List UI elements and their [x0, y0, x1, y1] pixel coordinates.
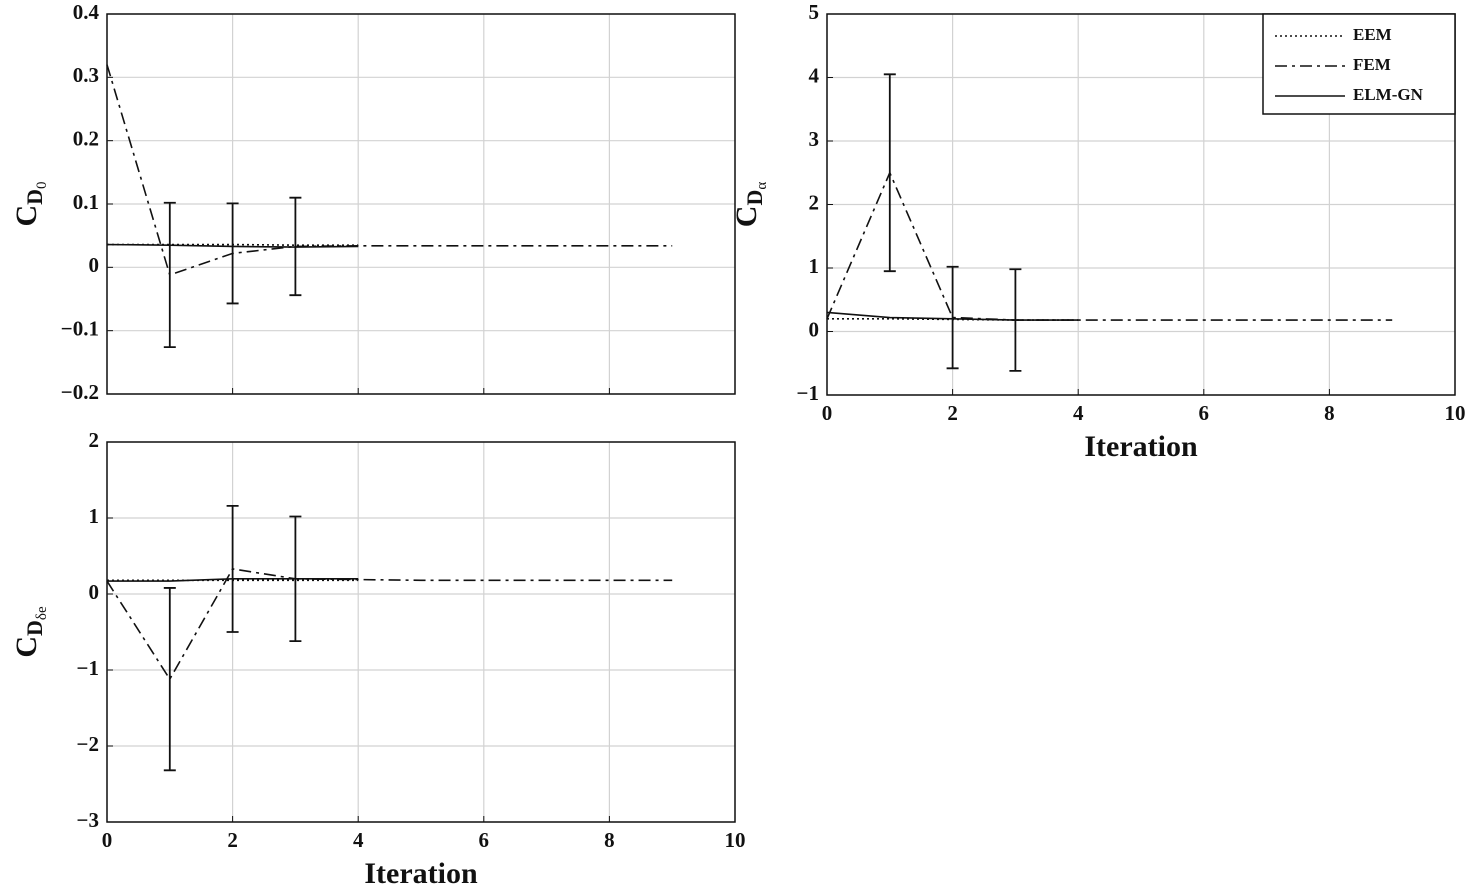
y-tick-label: 0.1 — [73, 190, 99, 214]
x-tick-label: 2 — [227, 828, 238, 852]
y-tick-label: −1 — [77, 656, 99, 680]
legend-label: EEM — [1353, 25, 1392, 44]
x-tick-label: 0 — [822, 401, 833, 425]
y-tick-label: 0.4 — [73, 0, 100, 24]
y-tick-label: 0 — [809, 317, 820, 341]
y-tick-label: 2 — [89, 428, 100, 452]
error-bar — [946, 265, 959, 370]
y-axis-label: CD0 — [10, 181, 51, 226]
y-axis-label-part: δe — [34, 606, 50, 620]
x-tick-label: 8 — [1324, 401, 1335, 425]
x-tick-label: 6 — [1199, 401, 1210, 425]
y-axis-label-part: C — [10, 636, 43, 658]
y-tick-label: −0.1 — [61, 316, 99, 340]
y-axis-label-part: D — [22, 620, 47, 636]
series-line — [106, 243, 359, 248]
legend-box — [1262, 13, 1456, 115]
x-tick-label: 10 — [1445, 401, 1466, 425]
x-tick-label: 10 — [725, 828, 746, 852]
y-tick-label: −0.2 — [61, 380, 99, 404]
y-tick-label: 0.2 — [73, 126, 99, 150]
legend-label: FEM — [1353, 55, 1391, 74]
y-axis-label-part: D — [742, 190, 767, 206]
y-axis-label-part: 0 — [34, 181, 50, 189]
plot-frame — [826, 13, 1456, 396]
legend-label: ELM-GN — [1353, 85, 1424, 104]
series-line — [826, 311, 1079, 321]
error-bar — [163, 201, 176, 349]
y-tick-label: 2 — [809, 190, 820, 214]
y-tick-label: −1 — [797, 381, 819, 405]
x-axis-label: Iteration — [1084, 430, 1198, 463]
y-axis-label-part: α — [754, 182, 770, 190]
series-line — [107, 578, 359, 582]
plot-frame — [106, 441, 736, 823]
x-tick-label: 6 — [479, 828, 490, 852]
y-tick-label: 0.3 — [73, 63, 99, 87]
x-axis-label: Iteration — [364, 857, 478, 890]
y-tick-label: 4 — [809, 63, 820, 87]
y-tick-label: 1 — [809, 254, 820, 278]
x-tick-label: 2 — [947, 401, 958, 425]
y-tick-label: −3 — [77, 808, 99, 832]
y-axis-label-part: C — [10, 205, 43, 227]
plot-area — [107, 442, 735, 822]
x-tick-label: 4 — [353, 828, 364, 852]
series-line — [106, 64, 673, 276]
error-bar — [883, 73, 896, 273]
plot-frame — [106, 13, 736, 395]
error-bar — [226, 504, 239, 633]
error-bar — [163, 587, 176, 772]
y-axis-label: CDα — [730, 182, 771, 228]
y-tick-label: −2 — [77, 732, 99, 756]
x-tick-label: 4 — [1073, 401, 1084, 425]
x-tick-label: 0 — [102, 828, 113, 852]
x-tick-label: 8 — [604, 828, 615, 852]
y-tick-label: 0 — [89, 253, 100, 277]
y-axis-label-part: D — [22, 189, 47, 205]
y-tick-label: 3 — [809, 127, 820, 151]
series-line — [106, 568, 673, 681]
y-tick-label: 0 — [89, 580, 100, 604]
error-bar — [226, 202, 239, 305]
y-tick-label: 5 — [809, 0, 820, 24]
y-axis-label: CDδe — [10, 606, 51, 658]
y-tick-label: 1 — [89, 504, 100, 528]
y-axis-label-part: C — [730, 206, 763, 228]
